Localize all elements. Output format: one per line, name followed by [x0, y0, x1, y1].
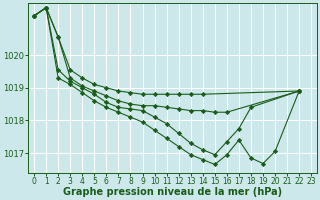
X-axis label: Graphe pression niveau de la mer (hPa): Graphe pression niveau de la mer (hPa)	[63, 187, 282, 197]
